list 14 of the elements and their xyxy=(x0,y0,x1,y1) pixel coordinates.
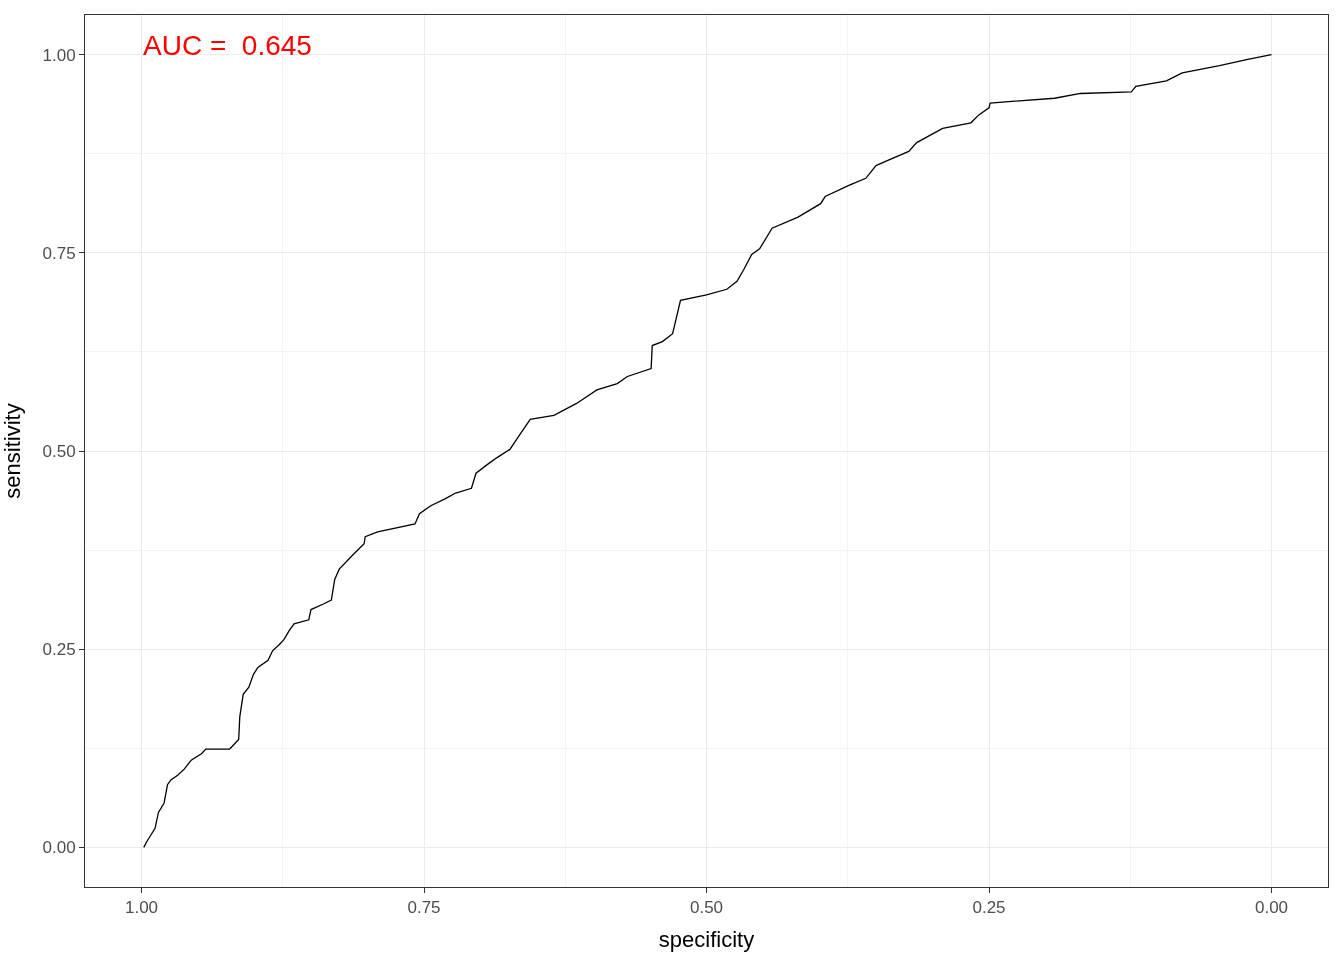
y-axis-title: sensitivity xyxy=(0,403,26,499)
annotation: AUC = 0.645 xyxy=(143,30,312,61)
y-tick-label: 0.75 xyxy=(42,243,76,263)
y-tick-label: 0.50 xyxy=(42,441,76,461)
x-tick-label: 0.00 xyxy=(1254,898,1289,918)
x-tick-label: 0.75 xyxy=(407,898,441,918)
line-series xyxy=(143,53,1273,849)
y-tick-label: 1.00 xyxy=(42,45,76,65)
x-tick-label: 1.00 xyxy=(124,898,159,918)
y-tick-label: 0.00 xyxy=(42,838,76,858)
y-tick-label: 0.25 xyxy=(42,640,76,660)
x-axis-title: specificity xyxy=(658,927,755,953)
x-tick-label: 0.25 xyxy=(972,898,1006,918)
x-tick-label: 0.50 xyxy=(689,898,724,918)
